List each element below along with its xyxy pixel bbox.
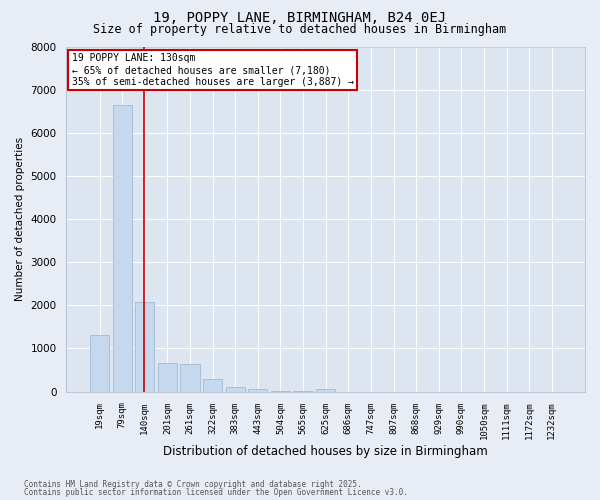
Bar [226,386,245,392]
Text: Contains HM Land Registry data © Crown copyright and database right 2025.: Contains HM Land Registry data © Crown c… [24,480,362,489]
Text: Contains public sector information licensed under the Open Government Licence v3: Contains public sector information licen… [24,488,408,497]
Bar [113,104,132,392]
Bar [90,335,109,392]
Bar [271,390,290,392]
Text: 19 POPPY LANE: 130sqm
← 65% of detached houses are smaller (7,180)
35% of semi-d: 19 POPPY LANE: 130sqm ← 65% of detached … [71,54,353,86]
Bar [316,390,335,392]
Text: 19, POPPY LANE, BIRMINGHAM, B24 0EJ: 19, POPPY LANE, BIRMINGHAM, B24 0EJ [154,11,446,25]
X-axis label: Distribution of detached houses by size in Birmingham: Distribution of detached houses by size … [163,444,488,458]
Bar [158,363,177,392]
Bar [181,364,200,392]
Bar [248,389,268,392]
Text: Size of property relative to detached houses in Birmingham: Size of property relative to detached ho… [94,22,506,36]
Y-axis label: Number of detached properties: Number of detached properties [15,137,25,301]
Bar [203,379,222,392]
Bar [135,302,154,392]
